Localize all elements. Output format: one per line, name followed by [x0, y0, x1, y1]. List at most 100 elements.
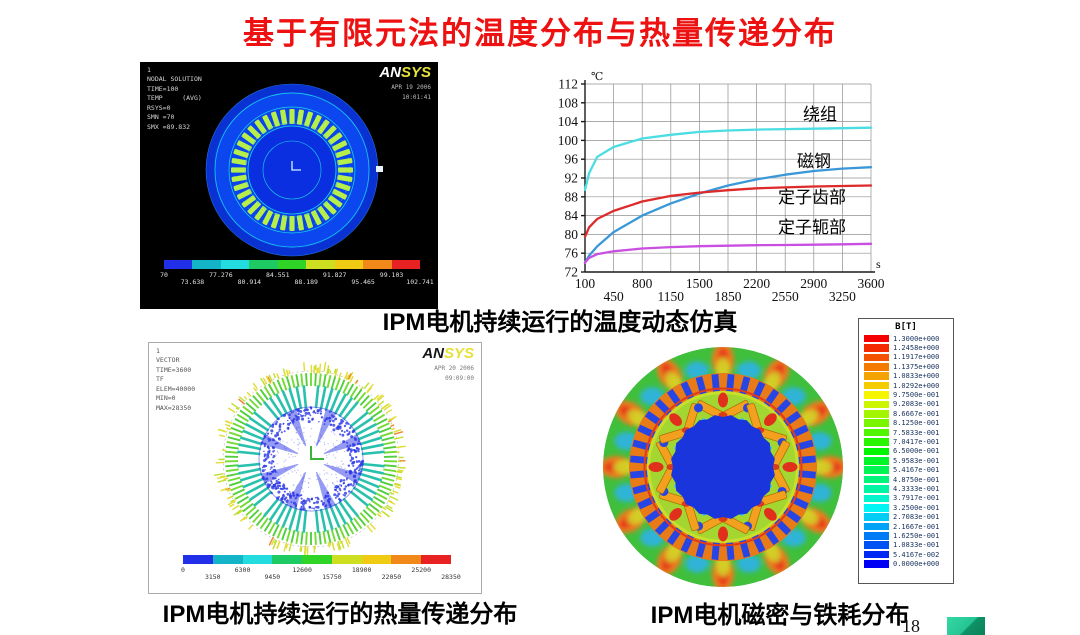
info-line: ELEM=40000: [156, 384, 196, 393]
legend-label: 定子齿部: [778, 188, 846, 207]
y-axis-unit: ℃: [591, 71, 603, 83]
legend-label: 定子轭部: [778, 218, 846, 237]
svg-text:2200: 2200: [743, 276, 770, 291]
info-line: TF: [156, 375, 164, 384]
flux-legend-title: B[T]: [895, 322, 917, 332]
svg-text:2550: 2550: [772, 289, 799, 304]
flux-legend-swatch: [864, 513, 889, 521]
flux-legend-row: 0.0000e+000: [859, 559, 953, 568]
flux-legend-swatch: [864, 447, 889, 456]
thermal-colorbar: 70 77.276 84.551 91.827 99.103 73.638 80.914 88…: [160, 260, 434, 288]
series-line-定子轭部: [583, 242, 873, 264]
flux-legend-row: 1.0833e-001: [859, 541, 953, 550]
info-line: 1: [147, 66, 151, 74]
flux-legend-swatch: [864, 522, 889, 531]
flux-legend-row: 9.7500e-001: [859, 390, 953, 399]
caption-heat-transfer: IPM电机持续运行的热量传递分布: [162, 601, 518, 628]
flux-legend-row: 7.0417e-001: [859, 437, 953, 446]
date-line: APR 20 2006: [434, 365, 474, 372]
svg-text:2900: 2900: [800, 276, 827, 291]
svg-text:76: 76: [565, 246, 579, 261]
flux-legend-value: 8.6667e-001: [893, 409, 940, 418]
flux-legend-row: 1.3000e+000: [859, 334, 953, 343]
flux-legend-row: 3.2500e-001: [859, 503, 953, 512]
flux-legend-row: 5.9583e-001: [859, 456, 953, 465]
flux-legend-swatch: [864, 372, 889, 381]
flux-legend-value: 1.3000e+000: [893, 334, 940, 343]
colorbar-label: 73.638: [180, 278, 205, 286]
flux-legend-swatch: [864, 466, 889, 474]
flux-legend-row: 8.1250e-001: [859, 419, 953, 428]
svg-text:96: 96: [565, 152, 579, 167]
flux-legend-row: 6.5000e-001: [859, 447, 953, 456]
ansys-logo-an: AN: [422, 345, 444, 362]
colorbar-label: 84.551: [266, 271, 290, 279]
flux-legend-swatch: [864, 560, 889, 568]
flux-legend-row: 4.8750e-001: [859, 475, 953, 484]
flux-legend-value: 0.0000e+000: [893, 560, 940, 569]
x-axis-tick-labels: 100 450 800 1150150018502200255029003250360…: [575, 276, 885, 304]
flux-legend-value: 1.2458e+000: [893, 344, 940, 353]
colorbar-segment: [183, 555, 213, 564]
page-title: 基于有限元法的温度分布与热量传递分布: [243, 16, 837, 51]
ansys-logo: ANSYS: [422, 345, 474, 362]
info-line: VECTOR: [156, 356, 180, 365]
info-line: TIME=100: [147, 84, 179, 93]
flux-legend-value: 8.1250e-001: [893, 419, 940, 428]
flux-legend-value: 3.7917e-001: [893, 494, 940, 503]
ansys-logo-an: AN: [379, 64, 401, 81]
colorbar-label: 91.827: [322, 271, 347, 279]
flux-legend-value: 4.3333e-001: [893, 484, 940, 493]
flux-legend-row: 7.5833e-001: [859, 428, 953, 437]
flux-legend-value: 2.7083e-001: [893, 513, 940, 522]
svg-text:1150: 1150: [658, 289, 685, 304]
flux-legend-value: 5.4167e-001: [893, 466, 940, 475]
colorbar-segment: [391, 260, 420, 269]
legend-label: 绕组: [803, 105, 837, 124]
info-line: TEMP (AVG): [147, 94, 202, 103]
svg-text:84: 84: [565, 208, 579, 223]
flux-legend-swatch: [864, 410, 889, 418]
svg-text:92: 92: [565, 171, 579, 186]
flux-legend-value: 9.2083e-001: [893, 400, 940, 409]
flux-legend-swatch: [864, 494, 889, 503]
colorbar-segment: [363, 260, 392, 269]
flux-legend-row: 9.2083e-001: [859, 400, 953, 409]
flux-legend-row: 8.6667e-001: [859, 409, 953, 418]
flux-legend-swatch: [864, 334, 889, 343]
colorbar-segment: [361, 555, 392, 564]
colorbar-label: 77.276: [209, 271, 233, 279]
colorbar-segment: [277, 260, 307, 269]
colorbar-label: 25200: [411, 566, 432, 574]
flux-density-image: [578, 345, 868, 593]
date-line: 09:09:00: [445, 374, 474, 382]
series-line-定子齿部: [583, 184, 873, 238]
temperature-chart-svg: 7276808488929610010410811210045080011501…: [558, 71, 885, 304]
flux-legend-value: 4.8750e-001: [893, 475, 940, 484]
info-line: 1: [156, 347, 160, 355]
flux-legend-row: 1.6250e-001: [859, 531, 953, 540]
colorbar-segment: [242, 555, 273, 564]
flux-legend-row: 1.0292e+000: [859, 381, 953, 390]
svg-text:450: 450: [603, 289, 624, 304]
flux-legend-value: 1.1375e+000: [893, 362, 940, 371]
series-line-绕组: [583, 126, 873, 191]
flux-legend-swatch: [864, 532, 889, 540]
flux-legend-row: 3.7917e-001: [859, 494, 953, 503]
flux-legend-value: 1.1917e+000: [893, 353, 940, 362]
flux-legend-rows: 1.3000e+000 1.2458e+000 1.1917e+000 1.1375e…: [859, 334, 953, 569]
flux-legend-value: 1.0833e+000: [893, 372, 940, 381]
svg-text:88: 88: [565, 189, 579, 204]
flux-legend-row: 1.0833e+000: [859, 372, 953, 381]
flux-legend-value: 1.0833e-001: [893, 541, 940, 550]
flux-legend-value: 1.6250e-001: [893, 531, 940, 540]
svg-text:108: 108: [558, 95, 579, 110]
svg-text:72: 72: [565, 265, 579, 280]
corner-logo-icon: [947, 617, 985, 635]
flux-legend-value: 7.5833e-001: [893, 428, 940, 437]
colorbar-label: 95.465: [351, 278, 375, 286]
svg-text:100: 100: [575, 276, 596, 291]
y-axis-tick-labels: 72 76 80 84 88 92 96 100 104 108 112: [558, 77, 579, 280]
svg-text:1850: 1850: [715, 289, 742, 304]
flux-motor-graphic: [587, 345, 859, 593]
